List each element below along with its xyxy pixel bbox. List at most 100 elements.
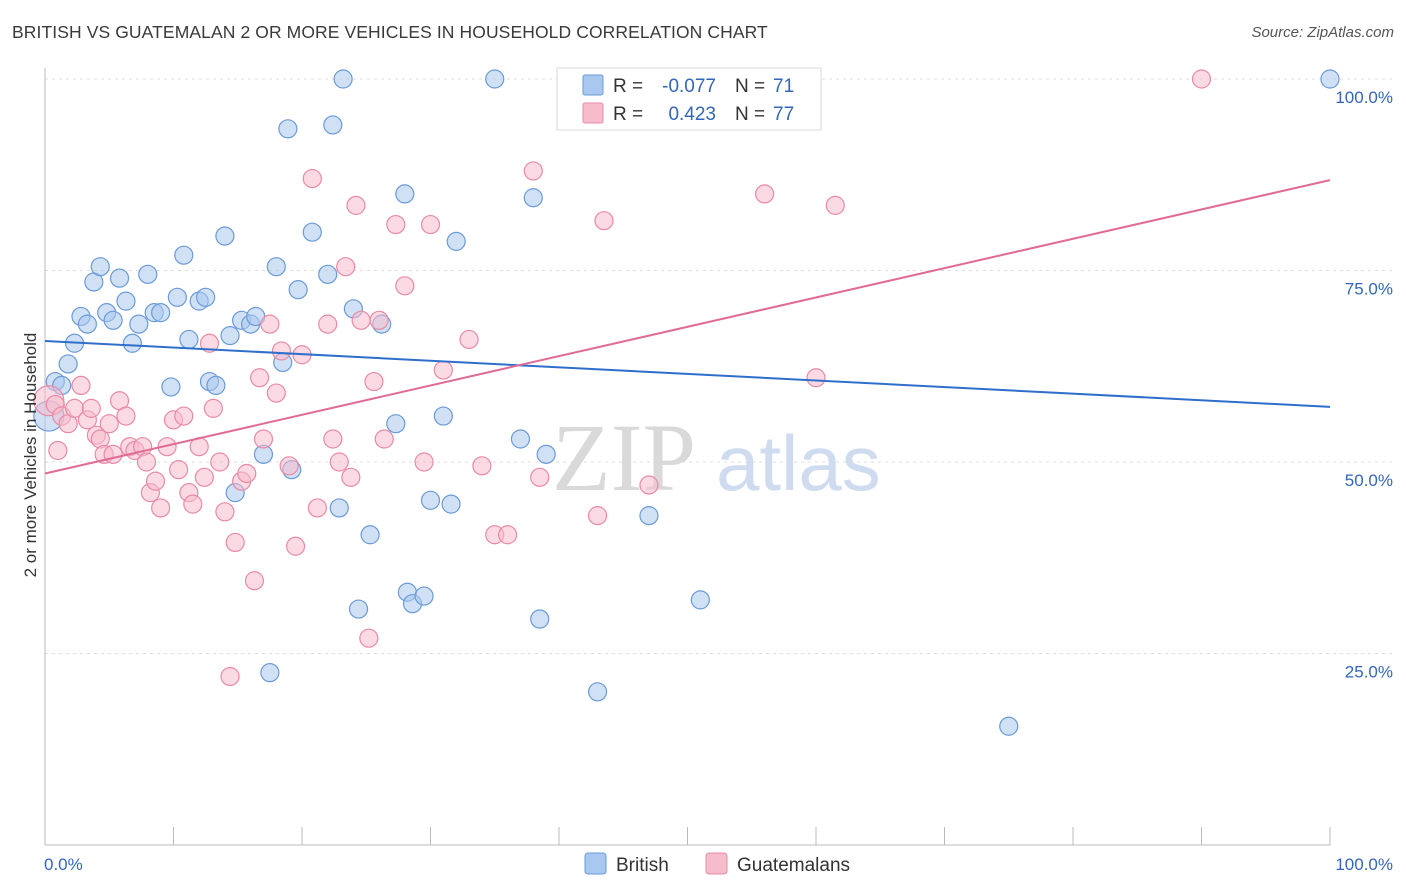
guatemalans-point-30 bbox=[194, 467, 214, 487]
chart-title: BRITISH VS GUATEMALAN 2 OR MORE VEHICLES… bbox=[12, 22, 768, 42]
guatemalans-point-39 bbox=[244, 571, 265, 591]
guatemalans-point-44 bbox=[271, 341, 292, 361]
guatemalans-point-43 bbox=[266, 383, 286, 403]
guatemalans-point-56 bbox=[351, 310, 371, 330]
guatemalans-point-75 bbox=[754, 184, 775, 204]
guatemalans-point-33 bbox=[210, 452, 230, 472]
british-point-53 bbox=[420, 490, 441, 510]
british-point-61 bbox=[536, 444, 556, 464]
guatemalans-point-19 bbox=[136, 452, 157, 472]
british-point-18 bbox=[161, 377, 181, 397]
guatemalans-point-6 bbox=[71, 375, 91, 395]
british-point-6 bbox=[77, 314, 98, 334]
british-point-59 bbox=[523, 188, 543, 208]
guatemalans-point-12 bbox=[99, 414, 119, 434]
y-axis-title: 2 or more Vehicles in Household bbox=[21, 333, 40, 578]
british-point-43 bbox=[333, 69, 353, 89]
guatemalans-point-40 bbox=[249, 368, 270, 388]
guatemalans-point-25 bbox=[169, 460, 189, 480]
bottom-legend-swatch-british bbox=[584, 852, 607, 875]
guatemalans-point-21 bbox=[145, 471, 166, 491]
british-point-39 bbox=[302, 222, 322, 242]
british-point-25 bbox=[206, 375, 226, 395]
guatemalans-point-77 bbox=[825, 195, 845, 215]
guatemalans-point-22 bbox=[151, 498, 171, 518]
guatemalans-point-38 bbox=[237, 463, 257, 484]
british-point-63 bbox=[639, 506, 659, 526]
british-point-36 bbox=[278, 119, 298, 139]
bottom-legend-label-british: British bbox=[616, 855, 669, 876]
british-point-64 bbox=[690, 590, 710, 610]
guatemalans-point-59 bbox=[369, 310, 389, 330]
legend-n-value-british: 71 bbox=[773, 76, 794, 97]
guatemalans-point-66 bbox=[459, 329, 479, 350]
british-point-34 bbox=[266, 257, 286, 277]
trend-lines bbox=[44, 179, 1331, 475]
guatemalans-point-42 bbox=[260, 314, 280, 334]
legend-n-label-guatemalans: N = bbox=[735, 104, 765, 125]
british-point-23 bbox=[196, 287, 216, 307]
legend-swatch-british bbox=[582, 74, 604, 96]
correlation-legend: R = -0.077 N = 71 R = 0.423 N = 77 bbox=[556, 67, 822, 131]
source-label: Source: ZipAtlas.com bbox=[1251, 24, 1394, 41]
guatemalans-point-13 bbox=[103, 444, 123, 464]
legend-r-label-guatemalans: R = bbox=[613, 104, 643, 125]
british-point-21 bbox=[179, 329, 199, 350]
british-point-19 bbox=[167, 287, 187, 307]
guatemalans-point-55 bbox=[346, 195, 366, 215]
guatemalans-point-69 bbox=[498, 525, 518, 545]
guatemalans-trend-line bbox=[44, 179, 1331, 475]
british-point-52 bbox=[414, 586, 434, 606]
british-point-40 bbox=[318, 264, 338, 284]
guatemalans-point-64 bbox=[420, 214, 441, 235]
british-point-66 bbox=[1320, 69, 1340, 89]
y-tick-label-3: 100.0% bbox=[1335, 88, 1393, 107]
watermark-zip: ZIP bbox=[552, 404, 696, 511]
british-point-17 bbox=[151, 303, 171, 323]
guatemalans-point-41 bbox=[253, 429, 274, 449]
british-point-26 bbox=[215, 226, 235, 246]
legend-r-label-british: R = bbox=[613, 76, 643, 97]
british-point-13 bbox=[122, 333, 142, 353]
legend-n-label-british: N = bbox=[735, 76, 765, 97]
guatemalans-point-61 bbox=[386, 214, 406, 235]
british-point-49 bbox=[395, 184, 415, 204]
bottom-legend-swatch-guatemalans bbox=[705, 852, 728, 875]
british-point-12 bbox=[116, 291, 136, 311]
guatemalans-point-63 bbox=[414, 452, 434, 472]
guatemalans-point-51 bbox=[323, 429, 343, 449]
guatemalans-point-45 bbox=[279, 456, 299, 476]
british-point-20 bbox=[174, 245, 194, 265]
guatemalans-point-67 bbox=[472, 456, 492, 476]
guatemalans-point-60 bbox=[374, 429, 394, 449]
british-point-33 bbox=[260, 663, 280, 683]
guatemalans-point-72 bbox=[587, 506, 608, 526]
british-point-57 bbox=[485, 69, 505, 89]
series-british-points bbox=[33, 69, 1340, 736]
british-point-11 bbox=[109, 268, 130, 288]
guatemalans-point-8 bbox=[81, 398, 101, 418]
y-tick-label-0: 25.0% bbox=[1345, 663, 1393, 682]
guatemalans-point-46 bbox=[285, 536, 306, 556]
guatemalans-point-58 bbox=[364, 371, 384, 392]
guatemalans-point-62 bbox=[395, 276, 415, 296]
guatemalans-point-74 bbox=[639, 475, 659, 495]
axes bbox=[44, 68, 1331, 846]
grid-lines bbox=[45, 78, 1392, 654]
british-point-65 bbox=[999, 716, 1019, 736]
british-point-15 bbox=[138, 264, 158, 284]
guatemalans-point-28 bbox=[183, 494, 203, 514]
y-tick-label-1: 50.0% bbox=[1345, 471, 1393, 490]
british-point-58 bbox=[510, 429, 531, 449]
british-point-48 bbox=[386, 414, 406, 434]
guatemalans-point-26 bbox=[174, 406, 194, 426]
legend-r-value-guatemalans: 0.423 bbox=[668, 104, 716, 125]
british-point-45 bbox=[348, 599, 369, 619]
british-point-46 bbox=[360, 525, 380, 545]
guatemalans-point-57 bbox=[359, 628, 379, 648]
guatemalans-point-73 bbox=[594, 211, 614, 231]
legend-r-value-british: -0.077 bbox=[662, 76, 716, 97]
bottom-legend-label-guatemalans: Guatemalans bbox=[737, 855, 850, 876]
guatemalans-point-32 bbox=[203, 398, 223, 418]
